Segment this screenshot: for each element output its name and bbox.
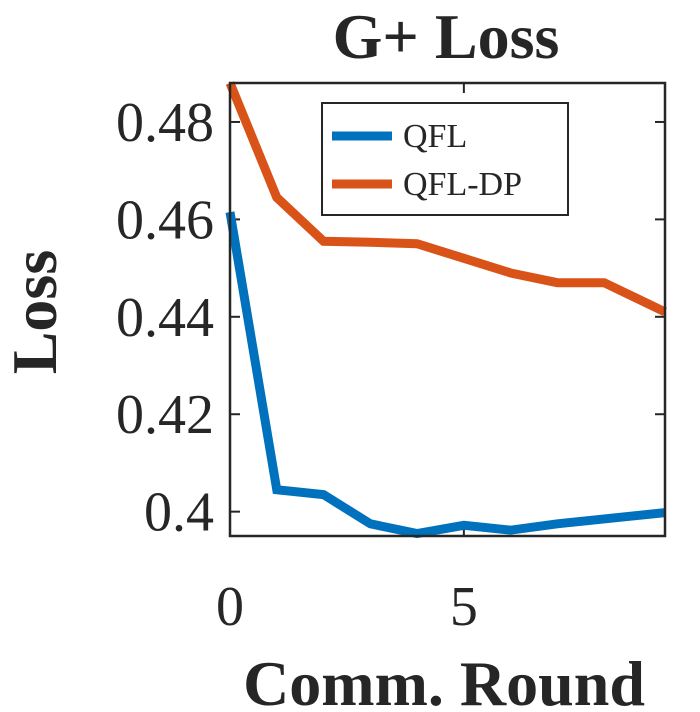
x-tick-label: 0 bbox=[216, 576, 244, 638]
plot-frame bbox=[228, 81, 667, 538]
y-tick-label: 0.42 bbox=[116, 384, 214, 446]
series-line-qfl bbox=[225, 211, 666, 539]
y-tick-label: 0.4 bbox=[144, 482, 214, 544]
y-tick-label: 0.44 bbox=[116, 287, 214, 349]
legend-label-qfl-dp: QFL-DP bbox=[403, 166, 522, 203]
y-axis-label: Loss bbox=[0, 250, 70, 375]
chart-title: G+ Loss bbox=[333, 1, 560, 72]
y-tick-label: 0.48 bbox=[116, 92, 214, 154]
y-tick-label: 0.46 bbox=[116, 189, 214, 251]
legend-box bbox=[321, 102, 569, 216]
legend: QFL QFL-DP bbox=[321, 102, 569, 216]
tick-labels: 0 5 0.4 0.42 0.44 0.46 0.48 bbox=[116, 92, 478, 638]
series-line-qfl-dp bbox=[225, 81, 667, 316]
legend-label-qfl: QFL bbox=[403, 118, 467, 155]
x-tick-label: 5 bbox=[450, 576, 478, 638]
x-axis-label: Comm. Round bbox=[243, 648, 645, 712]
series-lines bbox=[225, 81, 667, 539]
